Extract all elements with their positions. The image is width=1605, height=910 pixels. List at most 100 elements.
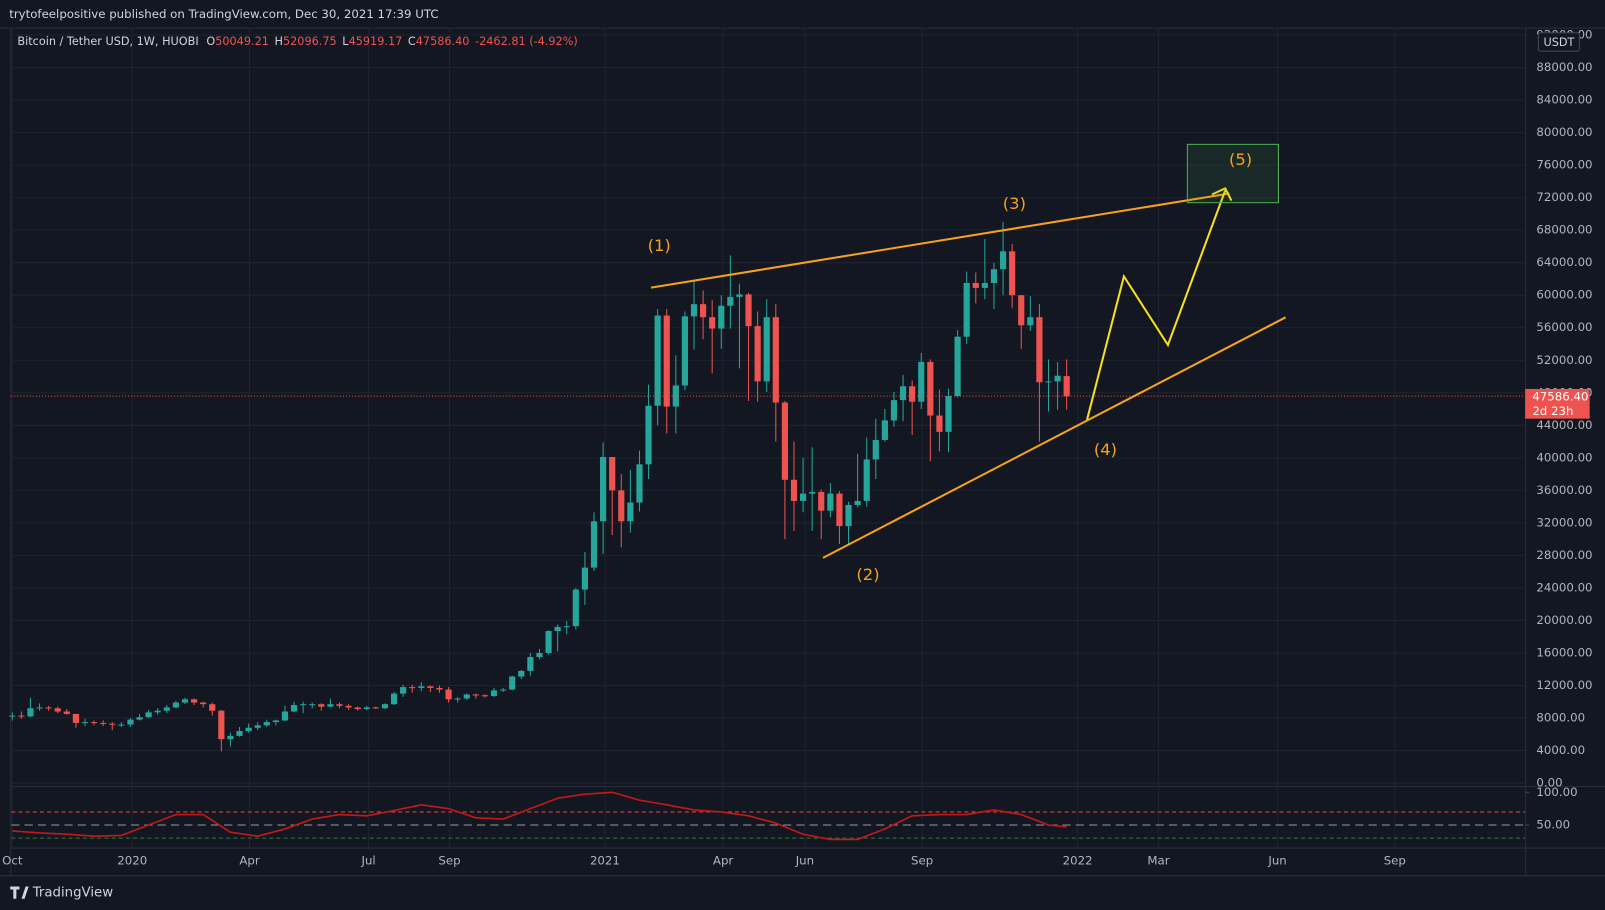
candle-body xyxy=(545,631,552,653)
candle-body xyxy=(90,722,98,724)
candle-body xyxy=(354,707,361,710)
x-tick-label: Sep xyxy=(1384,853,1406,867)
x-tick-label: 2022 xyxy=(1063,853,1093,867)
candle-body xyxy=(27,708,34,717)
candle-body xyxy=(54,708,61,712)
candle-body xyxy=(709,317,716,329)
candle-body xyxy=(136,717,143,720)
candle-body xyxy=(236,731,243,736)
legend-change: -2462.81 (-4.92%) xyxy=(475,35,578,48)
grid xyxy=(11,28,1526,848)
candle-body xyxy=(309,704,316,706)
candle-body xyxy=(990,269,998,284)
candle-body xyxy=(81,722,89,724)
candle-body xyxy=(899,386,907,401)
y-tick-label: 32000.00 xyxy=(1536,515,1592,529)
candle-body xyxy=(536,652,543,658)
x-tick-label: Jun xyxy=(795,853,814,867)
candle-body xyxy=(590,521,598,568)
candle-body xyxy=(472,694,479,696)
candle-body xyxy=(9,715,16,717)
candle-body xyxy=(500,689,507,691)
y-tick-label: 68000.00 xyxy=(1536,223,1592,237)
candle-body xyxy=(790,479,798,501)
candle-body xyxy=(690,304,698,317)
candle-body xyxy=(654,315,661,406)
legend-l-key: L xyxy=(342,35,349,48)
candle-body xyxy=(872,439,879,460)
candle-body xyxy=(327,704,334,707)
legend: Bitcoin / Tether USD, 1W, HUOBI O50049.2… xyxy=(17,35,577,48)
target-box xyxy=(1186,143,1279,204)
logo-mark xyxy=(10,886,29,899)
candle-body xyxy=(609,457,616,491)
y-tick-label: 80000.00 xyxy=(1536,125,1592,139)
price-tag-countdown: 2d 23h xyxy=(1532,404,1573,418)
candle-body xyxy=(245,727,252,732)
candle-body xyxy=(1018,295,1025,326)
y-tick-label: 64000.00 xyxy=(1536,255,1592,269)
candle-body xyxy=(936,415,943,432)
candle-body xyxy=(181,699,189,703)
axes: 0.00 4000.00 8000.00 12000.00 16000.00 20000.… xyxy=(2,28,1592,868)
candle-body xyxy=(736,294,743,297)
y-tick-label: 84000.00 xyxy=(1536,93,1592,107)
candle-body xyxy=(909,386,916,402)
candle-body xyxy=(445,689,452,700)
candle-body xyxy=(600,457,607,522)
candle-body xyxy=(127,719,134,725)
candle-body xyxy=(554,626,561,632)
candle-body xyxy=(981,283,988,288)
candle-body xyxy=(963,283,970,337)
currency: USDT xyxy=(1543,36,1574,49)
candle-body xyxy=(400,687,407,694)
x-tick-label: Sep xyxy=(911,853,933,867)
candle-body xyxy=(218,710,225,740)
candle-body xyxy=(699,304,707,318)
candle-body xyxy=(209,704,216,711)
candle-body xyxy=(809,491,816,494)
candle-body xyxy=(772,317,779,403)
x-tick-label: Mar xyxy=(1147,853,1169,867)
legend-o-key: O xyxy=(206,35,215,48)
candle-body xyxy=(836,493,843,527)
candle-body xyxy=(636,464,643,503)
candle-body xyxy=(200,702,207,705)
candle-body xyxy=(290,705,298,712)
candle-body xyxy=(881,420,888,440)
candle-body xyxy=(345,705,352,708)
candle-body xyxy=(745,294,752,327)
candle-body xyxy=(1027,317,1034,326)
candle-body xyxy=(145,712,152,718)
x-tick-label: Jun xyxy=(1267,853,1286,867)
candle-body xyxy=(781,402,788,480)
candle-body xyxy=(1054,375,1061,382)
candle-body xyxy=(999,251,1007,270)
candle-body xyxy=(718,305,725,329)
candle-body xyxy=(100,722,107,724)
projection-path xyxy=(1086,190,1227,420)
brand-logo: TradingView xyxy=(10,886,113,901)
candle-body xyxy=(618,490,625,522)
x-tick-label: Sep xyxy=(438,853,460,867)
indicator-tick-label: 100.00 xyxy=(1536,785,1577,799)
candle-body xyxy=(572,589,579,627)
y-tick-label: 88000.00 xyxy=(1536,60,1592,74)
candle-body xyxy=(1036,317,1043,383)
candle-body xyxy=(36,707,43,709)
x-tick-label: 2021 xyxy=(590,853,620,867)
candle-body xyxy=(827,493,834,511)
upper-trendline xyxy=(650,192,1230,289)
candle-body xyxy=(463,694,470,699)
candle-body xyxy=(581,567,589,590)
candle-body xyxy=(263,722,270,726)
x-tick-label: Jul xyxy=(360,853,375,867)
candle-body xyxy=(190,699,198,703)
candle-body xyxy=(1063,376,1070,397)
candle-body xyxy=(945,396,952,432)
wave-label: (5) xyxy=(1229,150,1252,169)
legend-high: 52096.75 xyxy=(283,35,337,48)
candle-body xyxy=(854,500,861,505)
